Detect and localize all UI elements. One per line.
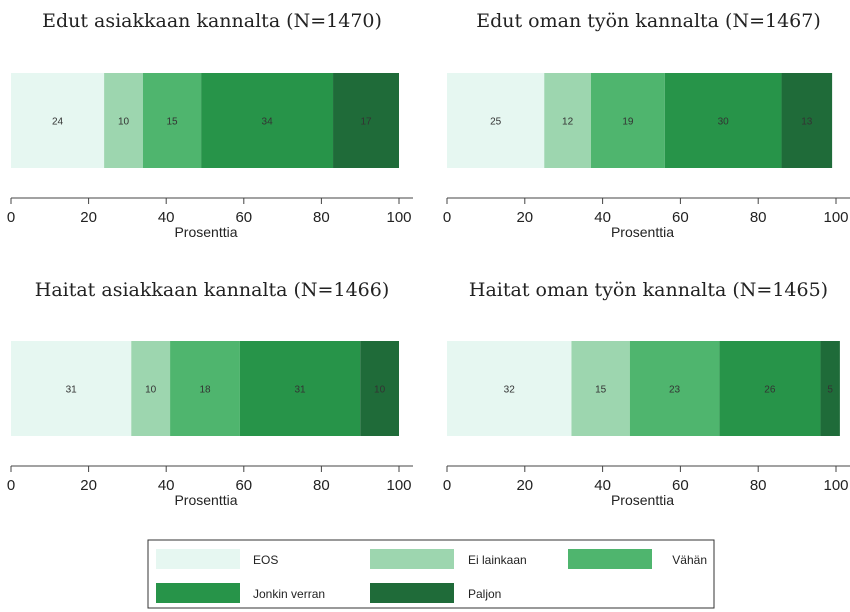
data-label: 15 [166,117,178,128]
x-tick-label: 80 [750,477,767,494]
x-tick-label: 60 [672,209,689,226]
x-tick-label: 40 [158,209,175,226]
x-tick-label: 100 [823,477,848,494]
data-label: 19 [622,117,634,128]
x-axis-label: Prosenttia [611,224,674,240]
bar-segment [131,341,171,436]
data-label: 5 [827,385,833,396]
chart-title: Haitat oman työn kannalta (N=1465) [469,279,828,301]
x-tick-label: 100 [823,209,848,226]
legend-swatch [156,583,240,603]
bar-segment [544,73,591,168]
legend-label: Paljon [468,587,501,601]
x-tick-label: 20 [80,209,97,226]
data-label: 17 [360,117,372,128]
legend-swatch [370,549,454,569]
x-tick-label: 100 [386,477,411,494]
bar-segment [333,73,399,168]
chart-legend: EOS Ei lainkaan Vähän Jonkin verran Paljon [147,539,715,609]
legend-label: Vähän [672,553,707,567]
bar-segment [142,73,202,168]
bar-segment [447,341,572,436]
data-label: 26 [764,385,776,396]
data-label: 24 [52,117,64,128]
chart-title: Edut oman työn kannalta (N=1467) [476,10,821,32]
data-label: 12 [562,117,574,128]
data-label: 15 [595,385,607,396]
bar-segment [629,341,720,436]
bar-segment [104,73,143,168]
bar-segment [170,341,240,436]
legend-swatch [156,549,240,569]
chart-panels: Edut asiakkaan kannalta (N=1470) 24 10 15 34… [7,10,850,508]
x-tick-label: 100 [386,209,411,226]
x-tick-label: 40 [594,477,611,494]
x-tick-label: 80 [750,209,767,226]
x-axis-label: Prosenttia [174,492,237,508]
x-axis-label: Prosenttia [174,224,237,240]
chart-panel: Haitat asiakkaan kannalta (N=1466) 31 10 18… [7,279,413,508]
legend-label: Ei lainkaan [468,553,527,567]
x-tick-label: 0 [7,209,15,226]
bar-segment [719,341,821,436]
legend-label: Jonkin verran [253,587,325,601]
bar-segment [590,73,665,168]
x-tick-label: 60 [672,477,689,494]
x-tick-label: 20 [516,209,533,226]
data-label: 31 [294,385,306,396]
bar-segment [571,341,630,436]
x-tick-label: 20 [80,477,97,494]
bar-segment [820,341,840,436]
data-label: 30 [718,117,730,128]
x-axis-label: Prosenttia [611,492,674,508]
bar-segment [781,73,833,168]
bar-segment [360,341,399,436]
x-tick-label: 80 [313,477,330,494]
bar-segment [11,341,132,436]
x-tick-label: 0 [443,209,451,226]
x-tick-label: 60 [235,209,252,226]
bar-segment [11,73,105,168]
data-label: 23 [669,385,681,396]
chart-title: Edut asiakkaan kannalta (N=1470) [42,10,382,32]
x-tick-label: 80 [313,209,330,226]
x-tick-label: 0 [443,477,451,494]
x-tick-label: 40 [594,209,611,226]
bar-segment [239,341,361,436]
chart-panel: Haitat oman työn kannalta (N=1465) 32 15 23… [443,279,850,508]
legend-swatch [370,583,454,603]
data-label: 10 [145,385,157,396]
data-label: 18 [199,385,211,396]
data-label: 32 [504,385,516,396]
legend-swatch [568,549,652,569]
x-tick-label: 20 [516,477,533,494]
data-label: 25 [490,117,502,128]
bar-segment [447,73,545,168]
data-label: 10 [374,385,386,396]
data-label: 31 [66,385,78,396]
bar-segment [201,73,334,168]
x-tick-label: 40 [158,477,175,494]
bar-segment [664,73,782,168]
x-tick-label: 60 [235,477,252,494]
legend-label: EOS [253,553,278,567]
data-label: 10 [118,117,130,128]
data-label: 34 [262,117,274,128]
chart-panel: Edut oman työn kannalta (N=1467) 25 12 19 30… [443,10,850,240]
chart-title: Haitat asiakkaan kannalta (N=1466) [35,279,390,301]
x-tick-label: 0 [7,477,15,494]
data-label: 13 [801,117,813,128]
chart-panel: Edut asiakkaan kannalta (N=1470) 24 10 15 34… [7,10,413,240]
